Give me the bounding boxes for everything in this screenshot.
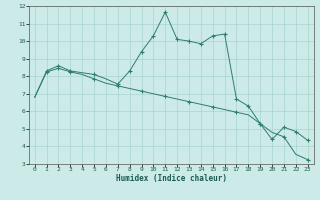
X-axis label: Humidex (Indice chaleur): Humidex (Indice chaleur) [116, 174, 227, 183]
